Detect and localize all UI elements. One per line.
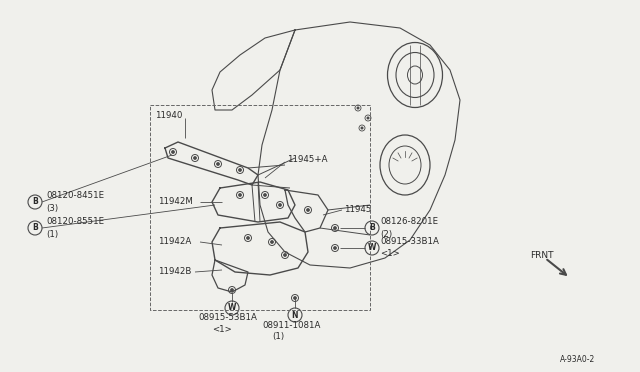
Text: 11942A: 11942A xyxy=(158,237,191,247)
Circle shape xyxy=(230,289,234,292)
Circle shape xyxy=(239,169,241,171)
Text: 08915-33B1A: 08915-33B1A xyxy=(380,237,439,247)
Text: 11945+A: 11945+A xyxy=(287,155,328,164)
Text: B: B xyxy=(369,224,375,232)
Circle shape xyxy=(246,237,250,240)
Text: (3): (3) xyxy=(46,203,58,212)
Text: 08120-8451E: 08120-8451E xyxy=(46,192,104,201)
Text: 11940: 11940 xyxy=(155,110,182,119)
Text: B: B xyxy=(32,224,38,232)
Text: (1): (1) xyxy=(272,333,284,341)
Circle shape xyxy=(284,253,287,257)
Circle shape xyxy=(333,227,337,230)
Circle shape xyxy=(193,157,196,160)
Circle shape xyxy=(172,151,175,154)
Text: N: N xyxy=(292,311,298,320)
Text: FRNT: FRNT xyxy=(530,250,554,260)
Text: <1>: <1> xyxy=(380,250,400,259)
Text: W: W xyxy=(368,244,376,253)
Text: W: W xyxy=(228,304,236,312)
Text: 08120-8551E: 08120-8551E xyxy=(46,218,104,227)
Circle shape xyxy=(264,193,266,196)
Circle shape xyxy=(271,241,273,244)
Text: (1): (1) xyxy=(46,230,58,238)
Text: 08911-1081A: 08911-1081A xyxy=(262,321,321,330)
Text: <1>: <1> xyxy=(212,326,232,334)
Circle shape xyxy=(356,106,360,109)
Circle shape xyxy=(278,203,282,206)
Circle shape xyxy=(367,116,369,119)
Text: B: B xyxy=(32,198,38,206)
Text: (2): (2) xyxy=(380,230,392,238)
Text: A-93A0-2: A-93A0-2 xyxy=(560,356,595,365)
Circle shape xyxy=(333,247,337,250)
Circle shape xyxy=(216,163,220,166)
Circle shape xyxy=(307,208,310,212)
Text: 08915-53B1A: 08915-53B1A xyxy=(198,314,257,323)
Text: 08126-8201E: 08126-8201E xyxy=(380,218,438,227)
Text: 11942M: 11942M xyxy=(158,198,193,206)
Circle shape xyxy=(294,296,296,299)
Circle shape xyxy=(360,126,364,129)
Text: 11942B: 11942B xyxy=(158,267,191,276)
Circle shape xyxy=(239,193,241,196)
Text: 11945: 11945 xyxy=(344,205,371,215)
